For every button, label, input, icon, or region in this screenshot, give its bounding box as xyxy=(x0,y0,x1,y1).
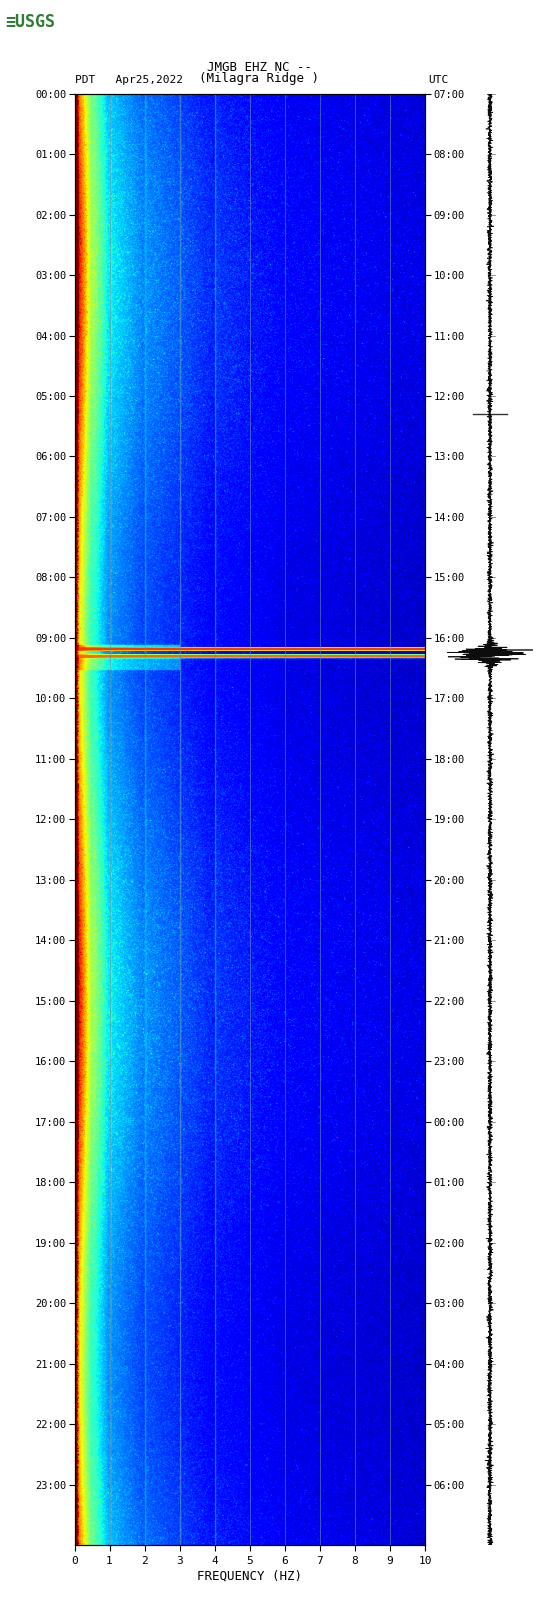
Text: ≡USGS: ≡USGS xyxy=(6,13,56,31)
Text: (Milagra Ridge ): (Milagra Ridge ) xyxy=(199,73,320,85)
Text: JMGB EHZ NC --: JMGB EHZ NC -- xyxy=(207,61,312,74)
Text: UTC: UTC xyxy=(428,76,448,85)
Text: PDT   Apr25,2022: PDT Apr25,2022 xyxy=(75,76,183,85)
X-axis label: FREQUENCY (HZ): FREQUENCY (HZ) xyxy=(197,1569,302,1582)
